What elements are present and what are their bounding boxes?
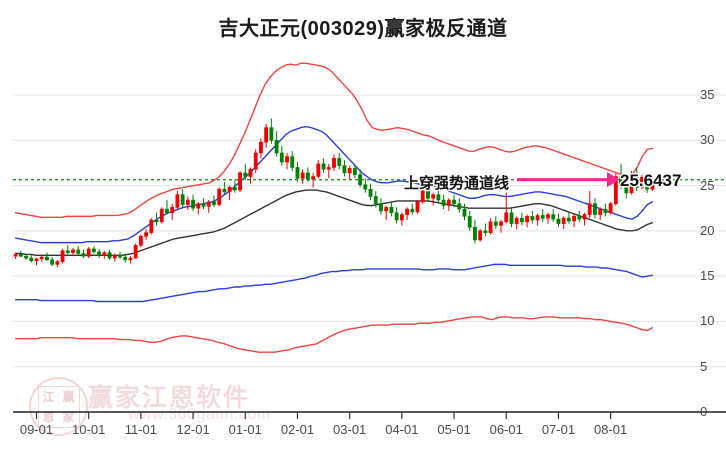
x-axis-tick-08-01: 08-01 — [594, 422, 628, 437]
axis-lines — [13, 411, 726, 419]
y-axis-tick-30: 30 — [700, 132, 715, 148]
y-axis-tick-10: 10 — [700, 313, 715, 329]
y-axis-tick-15: 15 — [700, 268, 715, 284]
x-axis-tick-12-01: 12-01 — [176, 422, 210, 437]
x-axis-tick-09-01: 09-01 — [19, 422, 54, 437]
x-axis-tick-02-01: 02-01 — [280, 422, 315, 437]
annotation-label: 上穿强势通道线 — [404, 175, 510, 192]
x-axis-tick-05-01: 05-01 — [437, 422, 471, 437]
candlestick-series — [13, 118, 655, 268]
y-axis-tick-20: 20 — [700, 222, 715, 238]
x-axis-tick-07-01: 07-01 — [541, 422, 576, 437]
annotation-arrow-icon — [517, 172, 620, 188]
x-axis-tick-01-01: 01-01 — [228, 422, 262, 437]
x-axis-tick-10-01: 10-01 — [72, 422, 106, 437]
y-axis-tick-35: 35 — [700, 87, 715, 102]
page-title: 吉大正元(003029)赢家极反通道 — [218, 18, 508, 40]
y-axis-tick-0: 0 — [700, 404, 708, 419]
y-axis-tick-5: 5 — [700, 358, 708, 374]
x-axis-tick-06-01: 06-01 — [489, 422, 523, 437]
channel-bands — [14, 62, 654, 353]
y-axis-tick-25: 25 — [700, 177, 715, 193]
current-price-label: 25.6437 — [620, 171, 682, 190]
x-axis-tick-11-01: 11-01 — [124, 422, 158, 437]
x-axis-tick-04-01: 04-01 — [385, 422, 419, 437]
x-axis-tick-03-01: 03-01 — [333, 422, 367, 437]
